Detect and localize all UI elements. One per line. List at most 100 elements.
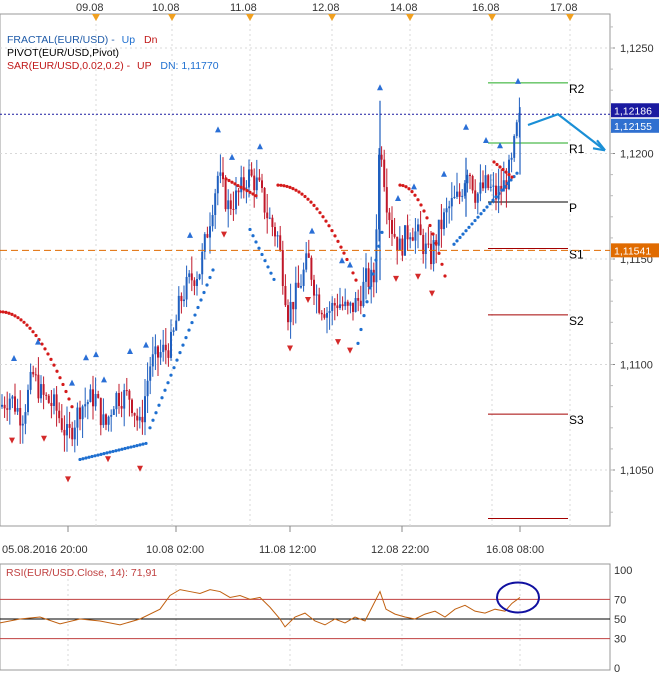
candle-body xyxy=(42,384,45,395)
sar-dot xyxy=(428,223,432,228)
sar-dot xyxy=(181,343,185,347)
sar-dot xyxy=(242,187,246,191)
candle-body xyxy=(320,312,323,315)
sar-dot xyxy=(482,208,486,213)
bottom-date-label: 16.08 08:00 xyxy=(486,544,544,556)
sar-dot xyxy=(500,188,504,192)
candle-body xyxy=(479,182,482,194)
sar-dot xyxy=(22,320,26,324)
grid xyxy=(0,14,610,670)
candle-body xyxy=(284,286,287,306)
candle-body xyxy=(198,274,201,280)
sar-dot xyxy=(300,192,304,196)
candle-body xyxy=(495,185,497,200)
candle-body xyxy=(414,231,417,241)
candle-body xyxy=(79,407,81,420)
candle-body xyxy=(401,238,404,256)
legend-sar-dn: DN: 1,11770 xyxy=(160,60,218,72)
candle-body xyxy=(159,352,162,358)
price-axis-label: 1,1250 xyxy=(620,43,654,55)
sar-dot xyxy=(455,239,459,243)
candle-body xyxy=(380,154,383,160)
candle-body xyxy=(68,424,71,428)
candle-body xyxy=(250,169,253,176)
candle-body xyxy=(328,311,331,313)
sar-dot xyxy=(309,200,313,204)
price-tag-mid-box xyxy=(611,118,659,133)
sar-dot xyxy=(339,245,343,249)
sar-dot xyxy=(178,351,182,355)
candle-body xyxy=(336,305,339,309)
fractal-up-icon xyxy=(93,351,99,358)
fractal-up-icon xyxy=(83,354,89,361)
top-date-marker-icon xyxy=(406,14,414,21)
candle-body xyxy=(3,404,6,409)
sar-dot xyxy=(19,318,23,322)
sar-dot xyxy=(374,258,378,262)
candle-body xyxy=(461,195,464,197)
candle-body xyxy=(94,393,97,407)
candle-body xyxy=(476,193,479,203)
fractal-up-icon xyxy=(309,227,315,234)
candle-body xyxy=(193,280,196,286)
sar-dot xyxy=(503,185,507,189)
candle-body xyxy=(89,389,92,402)
sar-dot xyxy=(64,389,68,394)
candle-body xyxy=(396,236,399,251)
sar-dot xyxy=(507,173,511,177)
bottom-date-axis: 05.08.2016 20:00 10.08 02:00 11.08 12:00 12… xyxy=(2,526,544,556)
sar-dot xyxy=(351,271,355,275)
top-date-marker-icon xyxy=(246,14,254,21)
sar-dot xyxy=(342,251,346,255)
pivot-label-p: P xyxy=(569,201,577,215)
pivot-label-s1: S1 xyxy=(569,247,584,261)
candle-body xyxy=(422,234,425,255)
candle-body xyxy=(71,427,74,440)
sar-dot xyxy=(285,184,289,189)
candle-body xyxy=(349,302,352,306)
candle-body xyxy=(359,300,362,307)
fractal-up-icon xyxy=(257,143,263,150)
sar-dot xyxy=(81,457,85,461)
sar-dot xyxy=(434,241,438,245)
fractal-down-icon xyxy=(287,345,293,352)
candle-body xyxy=(151,354,154,367)
candle-body xyxy=(47,395,50,403)
sar-dot xyxy=(479,212,483,216)
sar-dot xyxy=(377,244,381,248)
sar-dot xyxy=(254,194,258,198)
candle-body xyxy=(515,122,518,137)
candle-body xyxy=(227,200,230,210)
candle-body xyxy=(289,301,292,323)
rsi-axis-label: 100 xyxy=(614,565,632,577)
sar-dot xyxy=(359,327,363,332)
top-date-axis: 09.08 10.08 11.08 12.08 14.08 16.08 17.08 xyxy=(76,2,578,21)
candle-body xyxy=(229,200,232,209)
sar-dot xyxy=(58,376,62,380)
candle-body xyxy=(8,398,11,410)
candle-body xyxy=(266,212,269,219)
candle-body xyxy=(453,196,456,199)
sar-dot xyxy=(148,426,152,430)
sar-dot xyxy=(476,215,480,219)
bottom-date-label: 11.08 12:00 xyxy=(259,544,316,556)
bottom-date-label: 12.08 22:00 xyxy=(371,544,429,556)
price-tag-top-box xyxy=(611,103,659,118)
candle-body xyxy=(146,380,149,397)
candle-body xyxy=(456,191,458,197)
candle-body xyxy=(430,243,432,265)
candle-body xyxy=(398,238,401,251)
sar-dot xyxy=(10,312,14,316)
sar-dot xyxy=(43,347,47,351)
candle-body xyxy=(450,198,453,207)
fractal-down-icon xyxy=(65,476,71,483)
sar-dot xyxy=(279,183,283,187)
projection-line xyxy=(527,113,606,152)
sar-dot xyxy=(0,310,2,314)
sar-dot xyxy=(407,187,411,191)
main-chart-panel xyxy=(0,13,611,527)
sar-dot xyxy=(123,446,127,451)
sar-dot xyxy=(291,187,295,191)
sar-dot xyxy=(398,183,402,187)
candle-body xyxy=(292,301,295,310)
